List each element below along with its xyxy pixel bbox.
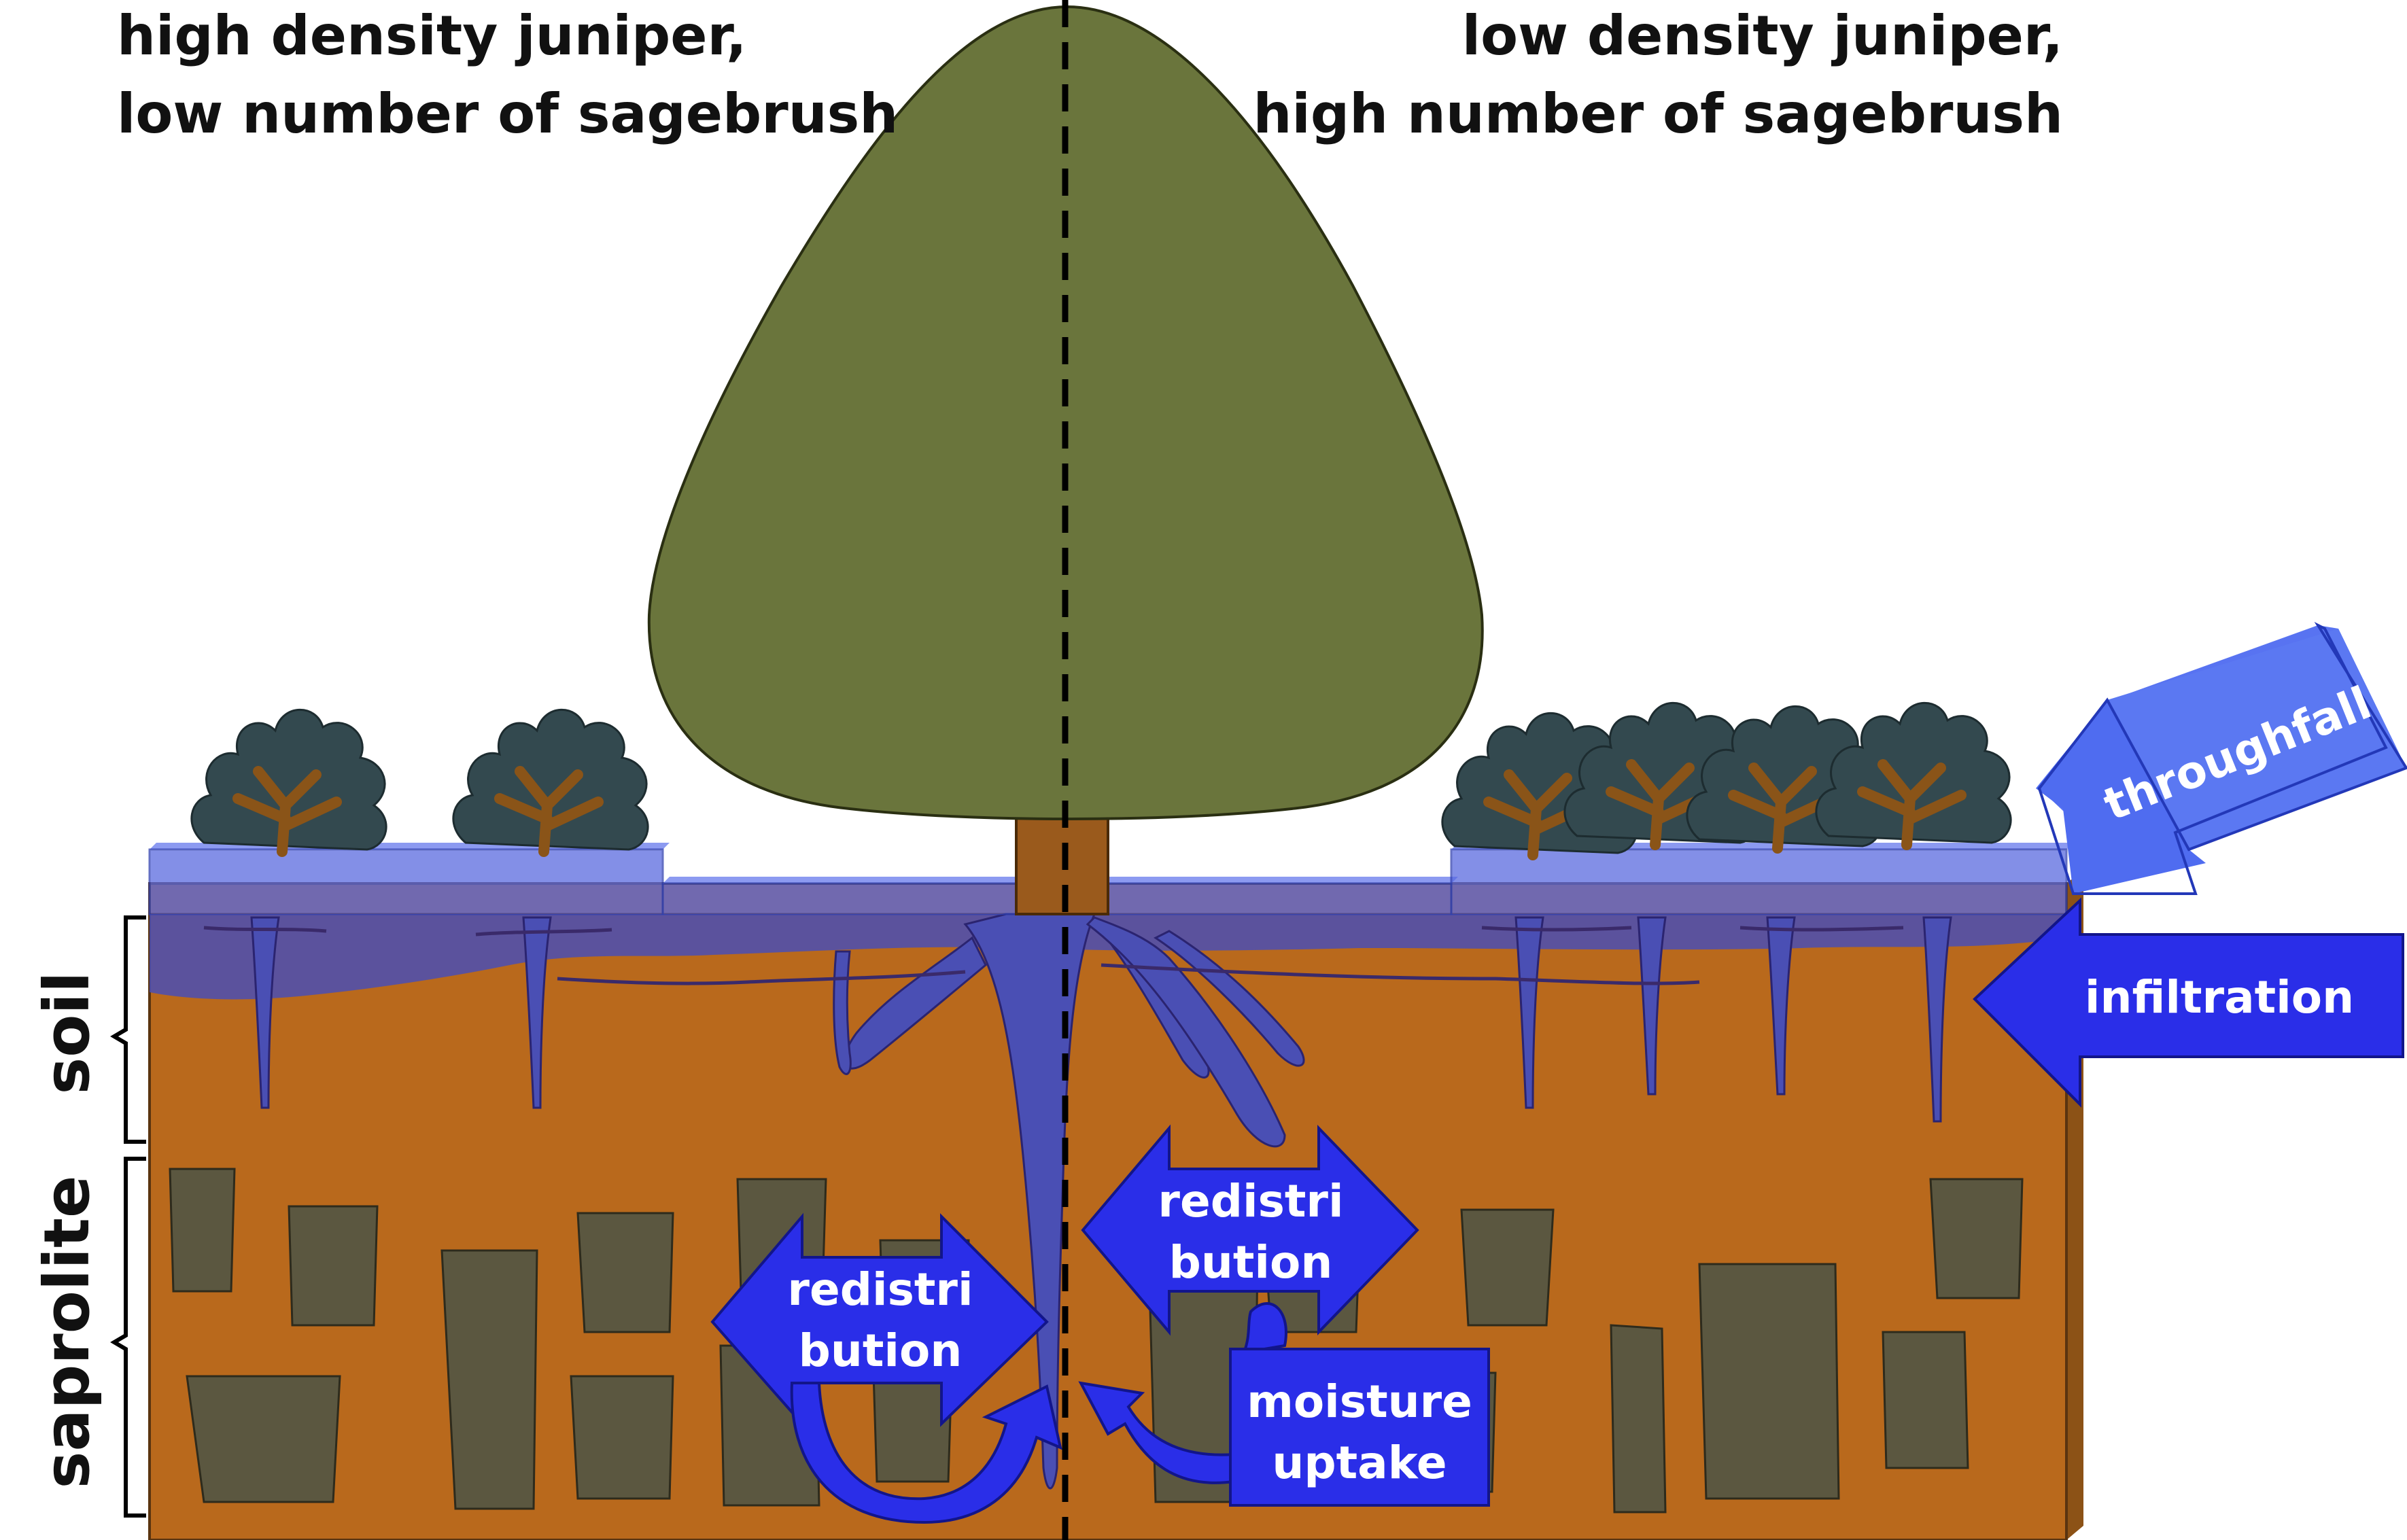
sagebrush-left [192, 710, 648, 852]
redistribution-arrow-right: redistri bution [1081, 1124, 1419, 1336]
surface-water-layer [148, 843, 2073, 915]
fine-roots [203, 926, 1904, 985]
sage-root [1514, 916, 1544, 1109]
rock [1882, 1331, 1969, 1469]
sage-root [1637, 916, 1667, 1096]
rock [1698, 1263, 1840, 1500]
sage-root [1922, 916, 1952, 1123]
moisture-uptake-line1: moisture [1247, 1376, 1472, 1428]
soil-bracket [110, 915, 146, 1144]
rock [186, 1375, 341, 1503]
canopy [647, 5, 1484, 820]
rock [1460, 1208, 1555, 1327]
heading-left-line2: low number of sagebrush [117, 82, 898, 145]
infiltration-label: infiltration [2085, 971, 2354, 1023]
rock [570, 1375, 674, 1500]
rock [1610, 1324, 1667, 1513]
root [833, 950, 852, 1075]
layer-brackets [110, 915, 146, 1518]
wet-soil-band [150, 914, 2066, 1000]
uptake-curve-arrow-left [790, 1382, 1062, 1524]
heading-left-line1: high density juniper, [117, 4, 747, 67]
rock [872, 1371, 953, 1483]
rock [576, 1212, 674, 1333]
heading-right-line2: high number of sagebrush [1253, 82, 2063, 145]
saprolite-bracket [110, 1157, 146, 1518]
sage-root [250, 916, 280, 1109]
redistribution-right-line2: bution [1169, 1236, 1333, 1289]
moisture-uptake-box: moisture uptake [1229, 1348, 1490, 1507]
sagebrush-right [1442, 703, 2011, 855]
rock [1929, 1178, 2024, 1299]
soil-label: soil [31, 971, 103, 1094]
uptake-curve-arrow-right [1078, 1381, 1235, 1484]
sage-root [522, 916, 552, 1109]
throughfall-arrow: throughfall [2036, 622, 2407, 895]
sage-root [1766, 916, 1796, 1096]
moisture-uptake-line2: uptake [1272, 1437, 1447, 1489]
uptake-connector [1241, 1302, 1287, 1354]
infiltration-arrow: infiltration [1973, 897, 2404, 1108]
redistribution-left-line2: bution [799, 1325, 963, 1377]
rock [440, 1249, 538, 1510]
rock [169, 1168, 236, 1293]
redistribution-right-line1: redistri [1158, 1175, 1343, 1227]
redistribution-arrow-left: redistri bution [710, 1212, 1049, 1428]
root [1086, 916, 1286, 1148]
heading-right-line1: low density juniper, [1462, 4, 2063, 67]
saprolite-label: saprolite [31, 1176, 103, 1489]
redistribution-left-line1: redistri [787, 1263, 973, 1316]
rock [288, 1205, 379, 1327]
